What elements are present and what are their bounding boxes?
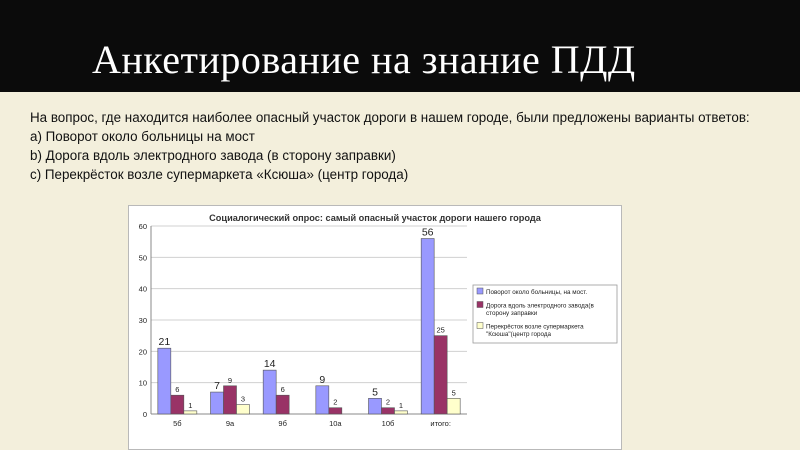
question-block: На вопрос, где находится наиболее опасны… — [30, 108, 770, 184]
bar-1 — [210, 391, 224, 415]
bar-3 — [394, 410, 408, 415]
data-label: 3 — [241, 395, 245, 404]
data-label: 9 — [228, 376, 232, 385]
bar-3 — [446, 398, 461, 415]
y-tick-label: 10 — [139, 379, 147, 388]
bar-1 — [420, 238, 435, 415]
legend-entry: Перекрёсток возле супермаркета "Ксюша"(це… — [486, 324, 584, 339]
legend-swatch — [476, 301, 484, 308]
bar-3 — [183, 410, 198, 415]
title-bar: Анкетирование на знание ПДД — [0, 0, 800, 92]
data-label: 7 — [214, 380, 220, 392]
data-label: 6 — [281, 385, 285, 394]
legend-box — [472, 284, 618, 344]
legend-entry-line: Поворот около больницы, на мост. — [486, 288, 587, 296]
data-label: 5 — [452, 388, 456, 397]
bar-2 — [328, 407, 343, 415]
data-label: 56 — [422, 227, 434, 239]
bar-3 — [236, 404, 250, 415]
x-tick-label: итого: — [430, 419, 451, 428]
slide-title: Анкетирование на знание ПДД — [92, 37, 636, 82]
legend-entry-line: "Ксюша"(центр города — [486, 331, 552, 338]
x-tick-label: 9б — [278, 419, 286, 428]
data-label: 1 — [399, 401, 403, 410]
legend-swatch — [476, 287, 484, 295]
y-tick-label: 60 — [139, 222, 147, 231]
question-text: На вопрос, где находится наиболее опасны… — [30, 110, 750, 125]
answer-option-b: b) Дорога вдоль электродного завода (в с… — [30, 148, 396, 163]
bar-2 — [170, 394, 185, 415]
data-label: 2 — [386, 398, 390, 407]
bar-2 — [275, 394, 290, 415]
data-label: 25 — [436, 326, 444, 335]
legend-entry-line: Дорога вдоль электродного завода(в — [486, 303, 594, 310]
legend-entry: Дорога вдоль электродного завода(в сторон… — [486, 303, 594, 318]
answer-option-a: a) Поворот около больницы на мост — [30, 129, 255, 144]
bar-2 — [433, 335, 448, 415]
y-tick-label: 30 — [139, 316, 147, 325]
legend-swatch — [476, 322, 484, 329]
y-tick-label: 0 — [143, 410, 147, 419]
chart-title: Социалогический опрос: самый опасный уча… — [209, 213, 542, 223]
bar-1 — [262, 369, 277, 415]
x-tick-label: 10б — [382, 419, 395, 428]
data-label: 21 — [158, 336, 170, 348]
survey-chart: 0 10 20 30 40 50 60 21 6 1 5б 7 9 3 9а 14 6 9б 9 2 10а 5 2 1 10б… — [128, 205, 622, 450]
legend-entry-line: Перекрёсток возле супермаркета — [486, 324, 584, 331]
answer-option-c: c) Перекрёсток возле супермаркета «Ксюша… — [30, 167, 409, 182]
y-tick-label: 40 — [139, 285, 147, 294]
legend-entry: Поворот около больницы, на мост. — [486, 288, 587, 296]
bar-2 — [381, 407, 395, 415]
bar-2 — [223, 385, 237, 415]
data-label: 6 — [175, 385, 179, 394]
y-tick-label: 50 — [139, 253, 147, 262]
y-tick-label: 20 — [139, 347, 147, 356]
data-label: 2 — [333, 398, 337, 407]
x-tick-label: 5б — [173, 419, 181, 428]
data-label: 9 — [319, 374, 325, 386]
bar-1 — [368, 398, 382, 415]
bar-1 — [157, 347, 172, 415]
data-label: 14 — [264, 358, 276, 370]
data-label: 1 — [188, 401, 192, 410]
bar-1 — [315, 385, 330, 415]
x-tick-label: 9а — [226, 419, 235, 428]
legend-entry-line: сторону заправки — [486, 310, 538, 317]
x-tick-label: 10а — [329, 419, 342, 428]
data-label: 5 — [372, 386, 378, 398]
